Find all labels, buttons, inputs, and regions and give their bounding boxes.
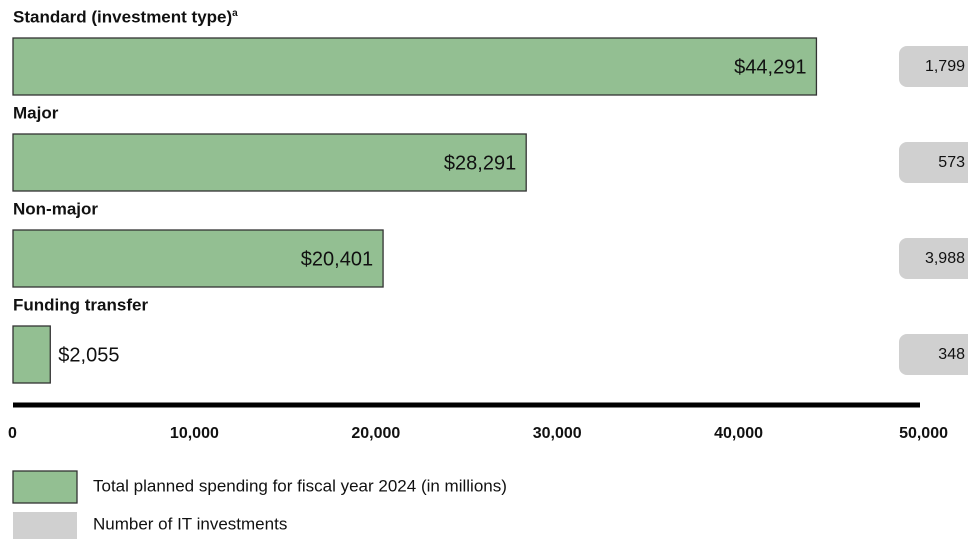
count-box xyxy=(899,238,968,279)
category-label: Funding transfer xyxy=(13,295,148,314)
category-label: Standard (investment type)a xyxy=(13,7,238,26)
x-tick-label: 0 xyxy=(8,425,17,442)
bar xyxy=(12,229,384,288)
count-box xyxy=(899,46,968,87)
legend-swatch xyxy=(13,512,77,539)
legend-label: Total planned spending for fiscal year 2… xyxy=(93,476,507,495)
legend-swatch xyxy=(12,470,78,504)
value-label: $44,291 xyxy=(734,56,806,78)
count-box xyxy=(899,334,968,375)
category-label: Major xyxy=(13,103,59,122)
bar xyxy=(12,325,51,384)
value-label: $28,291 xyxy=(444,152,516,174)
x-tick-label: 40,000 xyxy=(714,425,763,442)
x-tick-label: 50,000 xyxy=(899,425,948,442)
value-label: $2,055 xyxy=(58,344,119,366)
bar xyxy=(12,133,527,192)
x-tick-label: 10,000 xyxy=(170,425,219,442)
footnote-marker: a xyxy=(232,8,238,19)
count-label: 1,799 xyxy=(925,58,965,75)
count-label: 573 xyxy=(938,154,965,171)
bar xyxy=(12,37,818,96)
count-label: 348 xyxy=(938,346,965,363)
count-label: 3,988 xyxy=(925,250,965,267)
category-label: Non-major xyxy=(13,199,98,218)
count-box xyxy=(899,142,968,183)
value-label: $20,401 xyxy=(301,248,373,270)
x-tick-label: 20,000 xyxy=(351,425,400,442)
x-tick-label: 30,000 xyxy=(533,425,582,442)
legend-label: Number of IT investments xyxy=(93,514,287,533)
